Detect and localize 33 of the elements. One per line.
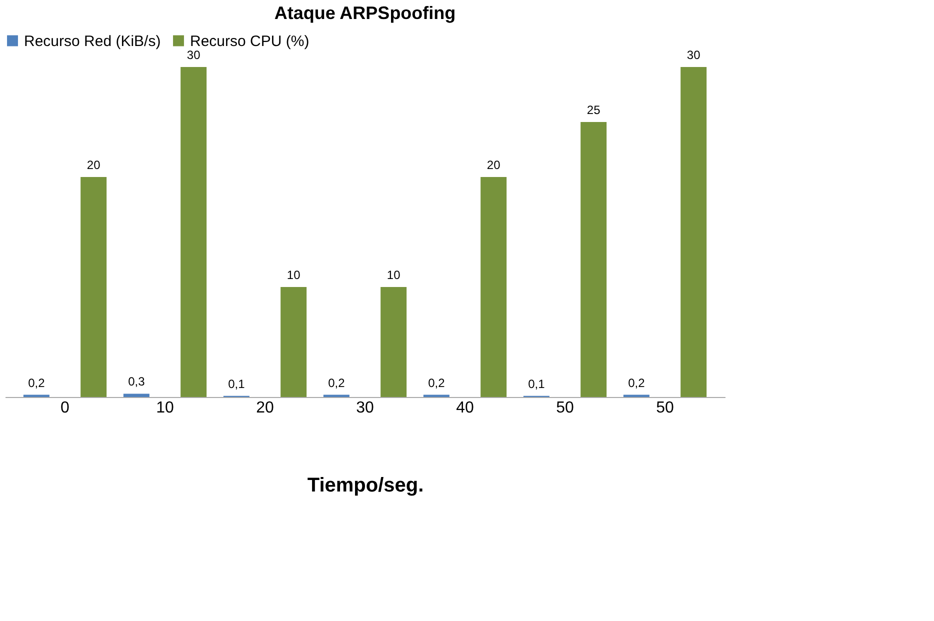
x-tick-label: 30 <box>356 400 374 416</box>
data-label: 0,1 <box>528 376 546 391</box>
bar <box>80 177 107 397</box>
x-tick-label: 0 <box>60 400 70 416</box>
bar <box>380 287 407 397</box>
data-label: 30 <box>686 48 701 62</box>
bar <box>680 67 707 397</box>
data-label: 0,2 <box>628 376 646 390</box>
bar <box>280 287 307 397</box>
chart-title: Ataque ARPSpoofing <box>274 3 456 23</box>
data-label: 20 <box>86 158 101 172</box>
bar <box>123 394 150 397</box>
data-label: 0,2 <box>328 376 346 390</box>
data-label: 0,1 <box>228 376 246 391</box>
bar <box>580 122 607 397</box>
data-label: 25 <box>586 103 601 117</box>
legend-label: Recurso CPU (%) <box>190 32 310 50</box>
data-label: 0,2 <box>28 376 46 390</box>
data-label: 10 <box>286 268 301 282</box>
data-label: 0,2 <box>428 376 446 390</box>
data-label: 0,3 <box>128 374 146 389</box>
data-label: 10 <box>386 268 401 282</box>
bar <box>180 67 207 397</box>
legend-label: Recurso Red (KiB/s) <box>24 32 161 50</box>
x-tick-label: 40 <box>456 400 474 416</box>
bar <box>480 177 507 397</box>
x-tick-label: 20 <box>256 400 274 416</box>
x-axis-title: Tiempo/seg. <box>307 474 424 496</box>
x-tick-label: 50 <box>656 400 674 416</box>
x-tick-label: 50 <box>556 400 574 416</box>
data-label: 30 <box>186 48 201 62</box>
x-tick-label: 10 <box>156 400 174 416</box>
data-label: 20 <box>486 158 501 172</box>
